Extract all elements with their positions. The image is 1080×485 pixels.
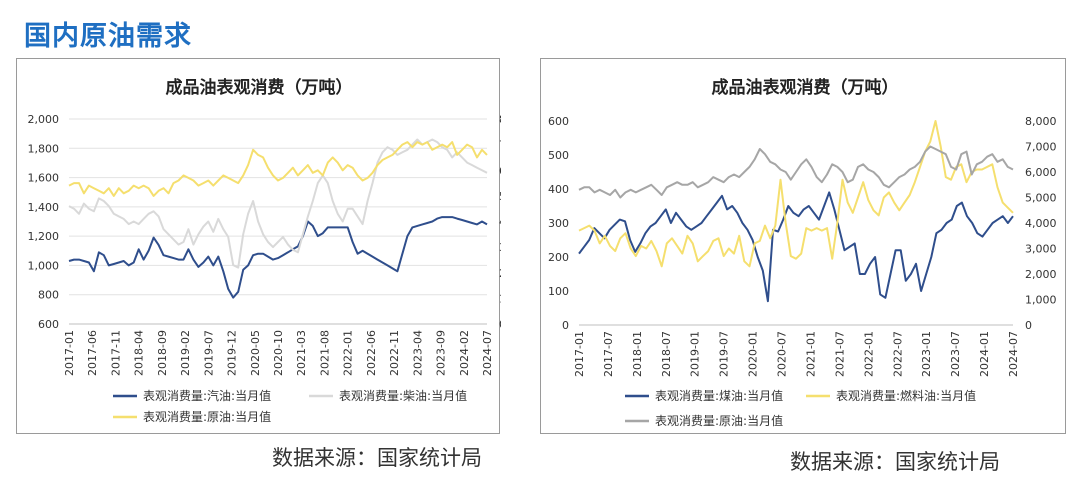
series-line xyxy=(578,191,1014,303)
chart-title: 成品油表观消费（万吨） xyxy=(166,77,353,98)
series-line xyxy=(68,141,488,197)
y-left-tick-label: 1,000 xyxy=(28,259,60,272)
series-line xyxy=(578,145,1014,199)
x-tick-label: 2024-01 xyxy=(978,331,991,377)
y-right-tick-label: 5,000 xyxy=(499,190,501,203)
x-tick-label: 2018-04 xyxy=(133,330,146,376)
x-tick-label: 2024-07 xyxy=(1007,331,1020,377)
y-right-tick-label: 3,000 xyxy=(499,241,501,254)
y-right-tick-label: 2,000 xyxy=(1025,268,1057,281)
y-left-tick-label: 600 xyxy=(548,115,569,128)
source-note-left: 数据来源：国家统计局 xyxy=(272,446,482,470)
y-left-tick-label: 1,800 xyxy=(28,142,60,155)
y-left-tick-label: 0 xyxy=(562,319,569,332)
x-tick-label: 2019-01 xyxy=(689,331,702,377)
x-tick-label: 2017-01 xyxy=(63,330,76,376)
x-tick-label: 2022-11 xyxy=(388,330,401,376)
legend-label: 表观消费量:柴油:当月值 xyxy=(339,388,467,403)
series-line xyxy=(68,216,488,299)
x-tick-label: 2020-10 xyxy=(272,330,285,376)
y-right-tick-label: 8,000 xyxy=(499,113,501,126)
legend-label: 表观消费量:煤油:当月值 xyxy=(655,388,783,403)
chart-panel-right: 成品油表观消费（万吨） 0 100 200 300 400 500 600 0 1,000 2,00… xyxy=(540,58,1066,434)
line-chart-right: 成品油表观消费（万吨） 0 100 200 300 400 500 600 0 1,000 2,00… xyxy=(548,77,1057,428)
y-left-tick-label: 1,600 xyxy=(28,172,60,185)
y-left-tick-label: 100 xyxy=(548,285,569,298)
y-left-tick-label: 600 xyxy=(38,318,59,331)
y-right-tick-label: 6,000 xyxy=(1025,166,1057,179)
x-tick-label: 2018-01 xyxy=(631,331,644,377)
y-right-tick-label: 0 xyxy=(499,318,501,331)
chart-panel-left: 成品油表观消费（万吨） 600 800 1,000 1,200 1,400 1,600 1,8… xyxy=(16,58,502,434)
x-tick-label: 2021-08 xyxy=(318,330,331,376)
x-tick-label: 2020-07 xyxy=(776,331,789,377)
x-tick-label: 2022-01 xyxy=(862,331,875,377)
x-tick-label: 2020-05 xyxy=(249,330,262,376)
legend-label: 表观消费量:原油:当月值 xyxy=(143,409,271,424)
line-chart-left: 成品油表观消费（万吨） 600 800 1,000 1,200 1,400 1,600 1,8… xyxy=(28,77,502,424)
x-tick-label: 2017-07 xyxy=(602,331,615,377)
x-tick-label: 2020-01 xyxy=(747,331,760,377)
y-left-tick-label: 400 xyxy=(548,183,569,196)
y-right-tick-label: 7,000 xyxy=(1025,141,1057,154)
x-tick-label: 2022-06 xyxy=(365,330,378,376)
x-tick-label: 2021-03 xyxy=(295,330,308,376)
y-right-tick-label: 0 xyxy=(1025,319,1032,332)
y-right-tick-label: 4,000 xyxy=(499,216,501,229)
x-tick-label: 2023-01 xyxy=(920,331,933,377)
x-tick-label: 2019-12 xyxy=(226,330,239,376)
legend-label: 表观消费量:燃料油:当月值 xyxy=(836,388,976,403)
y-left-tick-label: 200 xyxy=(548,251,569,264)
x-tick-label: 2024-02 xyxy=(458,330,471,376)
x-tick-label: 2019-02 xyxy=(179,330,192,376)
y-right-tick-label: 1,000 xyxy=(499,292,501,305)
x-tick-label: 2018-07 xyxy=(660,331,673,377)
y-right-tick-label: 6,000 xyxy=(499,164,501,177)
y-left-tick-label: 1,200 xyxy=(28,230,60,243)
y-left-tick-label: 500 xyxy=(548,149,569,162)
y-left-tick-label: 2,000 xyxy=(28,113,60,126)
x-tick-label: 2023-09 xyxy=(435,330,448,376)
page-title: 国内原油需求 xyxy=(24,21,192,52)
x-tick-label: 2017-11 xyxy=(109,330,122,376)
x-tick-label: 2024-07 xyxy=(481,330,494,376)
x-tick-label: 2021-07 xyxy=(833,331,846,377)
x-tick-label: 2019-07 xyxy=(202,330,215,376)
source-note-right: 数据来源：国家统计局 xyxy=(790,450,1000,474)
x-tick-label: 2021-01 xyxy=(804,331,817,377)
y-right-tick-label: 5,000 xyxy=(1025,192,1057,205)
y-left-tick-label: 300 xyxy=(548,217,569,230)
legend-label: 表观消费量:汽油:当月值 xyxy=(143,388,271,403)
x-tick-label: 2019-07 xyxy=(718,331,731,377)
y-right-tick-label: 4,000 xyxy=(1025,217,1057,230)
y-right-tick-label: 7,000 xyxy=(499,139,501,152)
y-right-tick-label: 3,000 xyxy=(1025,243,1057,256)
series-line xyxy=(68,138,488,269)
y-right-tick-label: 8,000 xyxy=(1025,115,1057,128)
series-line xyxy=(578,120,1014,268)
y-left-tick-label: 1,400 xyxy=(28,201,60,214)
x-tick-label: 2018-09 xyxy=(156,330,169,376)
x-tick-label: 2017-01 xyxy=(573,331,586,377)
x-tick-label: 2022-07 xyxy=(891,331,904,377)
y-right-tick-label: 2,000 xyxy=(499,267,501,280)
x-tick-label: 2022-01 xyxy=(342,330,355,376)
y-right-tick-label: 1,000 xyxy=(1025,294,1057,307)
legend-label: 表观消费量:原油:当月值 xyxy=(655,413,783,428)
x-tick-label: 2017-06 xyxy=(86,330,99,376)
x-tick-label: 2023-07 xyxy=(949,331,962,377)
y-left-tick-label: 800 xyxy=(38,289,59,302)
x-tick-label: 2023-04 xyxy=(411,330,424,376)
chart-title: 成品油表观消费（万吨） xyxy=(712,77,899,98)
